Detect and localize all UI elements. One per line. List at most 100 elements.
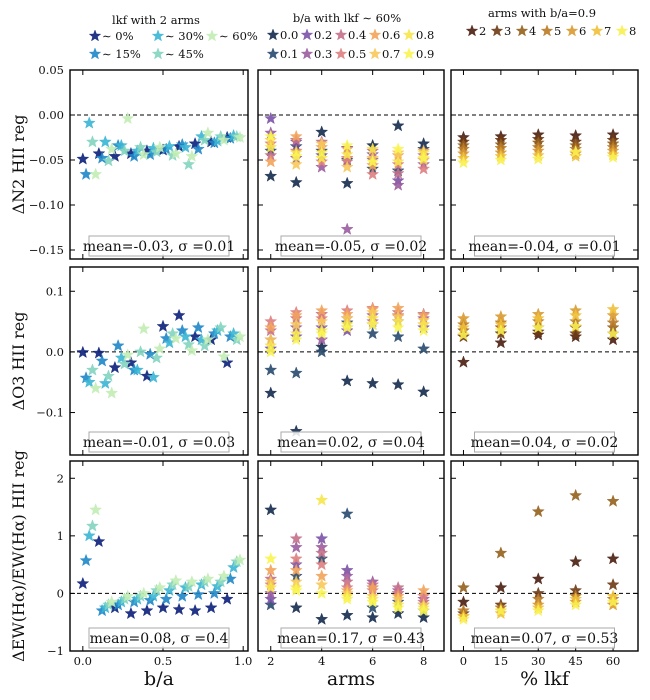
data-point-star bbox=[102, 369, 115, 382]
data-point-star bbox=[169, 146, 183, 160]
data-point-star bbox=[111, 339, 125, 352]
data-point-star bbox=[264, 503, 278, 516]
legend-star-icon bbox=[88, 29, 102, 42]
data-point-star bbox=[391, 601, 405, 614]
data-point-star bbox=[233, 553, 247, 566]
data-point-star bbox=[264, 320, 278, 334]
y-tick-label: −0.05 bbox=[29, 153, 64, 167]
legend-entry-30: ∼ 30% bbox=[151, 29, 204, 43]
legend-label: 0.4 bbox=[348, 28, 366, 42]
data-point-star bbox=[227, 326, 241, 340]
panel-frame bbox=[450, 460, 639, 652]
legend-label: ∼ 45% bbox=[165, 47, 204, 61]
y-tick-label: 0 bbox=[57, 586, 64, 600]
data-point-star bbox=[150, 351, 164, 364]
legend-star-icon bbox=[615, 24, 629, 37]
y-tick-label: 0.05 bbox=[38, 63, 64, 77]
data-point-star bbox=[105, 142, 119, 155]
legend-entry-60: ∼ 60% bbox=[205, 29, 258, 43]
data-point-star bbox=[264, 111, 278, 125]
data-point-star bbox=[169, 331, 183, 345]
data-point-star bbox=[140, 603, 154, 617]
data-point-star bbox=[417, 151, 431, 164]
data-point-star bbox=[156, 319, 170, 332]
data-point-star bbox=[315, 586, 329, 599]
data-point-star bbox=[606, 316, 620, 329]
data-point-star bbox=[227, 560, 241, 573]
data-point-star bbox=[92, 346, 106, 359]
data-point-star bbox=[366, 376, 380, 389]
data-point-star bbox=[264, 552, 278, 565]
data-point-star bbox=[264, 386, 278, 399]
legend-label: 0.3 bbox=[314, 47, 332, 61]
data-point-star bbox=[105, 386, 119, 399]
data-point-star bbox=[118, 144, 131, 157]
legend-entry-0-0: 0.0 bbox=[266, 28, 298, 42]
legend-label: 2 bbox=[479, 24, 486, 38]
data-point-star bbox=[102, 154, 115, 167]
data-point-star bbox=[264, 598, 278, 611]
data-point-star bbox=[233, 130, 247, 143]
data-point-star bbox=[162, 583, 176, 597]
data-point-star bbox=[606, 150, 620, 163]
data-point-star bbox=[606, 494, 620, 507]
data-point-star bbox=[366, 610, 380, 624]
data-point-star bbox=[146, 370, 160, 383]
panel-r1-c2: mean=-0.05, σ =0.02 bbox=[257, 69, 445, 260]
data-point-star bbox=[289, 601, 303, 614]
series-b-a-0-9 bbox=[264, 317, 431, 358]
data-point-star bbox=[191, 320, 205, 334]
series-lkf-60 bbox=[89, 503, 247, 608]
data-point-star bbox=[191, 142, 205, 155]
data-point-star bbox=[185, 343, 199, 357]
legend-star-icon bbox=[151, 29, 165, 42]
legend-label: 0.7 bbox=[382, 47, 400, 61]
data-point-star bbox=[86, 519, 99, 532]
data-point-star bbox=[233, 329, 247, 343]
data-point-star bbox=[217, 569, 231, 582]
data-point-star bbox=[204, 601, 218, 614]
data-point-star bbox=[417, 610, 431, 624]
data-point-star bbox=[531, 603, 545, 617]
stats-box bbox=[474, 431, 615, 453]
data-point-star bbox=[366, 167, 380, 180]
data-point-star bbox=[140, 369, 154, 382]
legend-label: 0.8 bbox=[416, 28, 434, 42]
data-point-star bbox=[315, 612, 329, 625]
legend-entry-6: 6 bbox=[565, 24, 586, 38]
data-point-star bbox=[121, 111, 135, 125]
data-point-star bbox=[264, 592, 278, 605]
data-point-star bbox=[264, 563, 278, 576]
y-tick-label: 1 bbox=[57, 529, 64, 543]
legend-star-icon bbox=[565, 24, 579, 37]
data-point-star bbox=[340, 320, 354, 334]
data-point-star bbox=[98, 135, 112, 148]
data-point-star bbox=[214, 575, 228, 588]
legend-2: b/a with lkf ∼ 60% 0.0 0.2 0.4 0.6 0.8 0.1 0.3 0… bbox=[266, 11, 434, 61]
panel-r2-c3: mean=0.04, σ =0.02 bbox=[450, 266, 639, 456]
legend-label: ∼ 60% bbox=[219, 29, 258, 43]
series-lkf-60 bbox=[89, 111, 247, 180]
data-point-star bbox=[569, 308, 583, 321]
data-point-star bbox=[108, 360, 122, 374]
legend-star-icon bbox=[515, 24, 529, 37]
data-point-star bbox=[366, 155, 380, 168]
stats-label: mean=-0.03, σ =0.01 bbox=[83, 239, 235, 255]
legend-entry-5: 5 bbox=[540, 24, 561, 38]
legend-label: ∼ 30% bbox=[165, 29, 204, 43]
x-axis-label: arms bbox=[327, 668, 375, 690]
data-point-star bbox=[264, 580, 278, 594]
data-point-star bbox=[391, 119, 405, 132]
data-point-star bbox=[340, 160, 354, 173]
data-point-star bbox=[137, 586, 151, 599]
data-point-star bbox=[185, 149, 199, 162]
stats-box bbox=[280, 627, 422, 649]
y-axis-label: ΔO3 HII reg bbox=[9, 312, 28, 411]
data-point-star bbox=[76, 345, 90, 358]
data-point-star bbox=[76, 576, 90, 590]
data-point-star bbox=[185, 575, 199, 588]
x-tick-label: 0 bbox=[460, 654, 467, 668]
x-axis-label: b/a bbox=[144, 668, 174, 690]
data-point-star bbox=[569, 326, 583, 340]
